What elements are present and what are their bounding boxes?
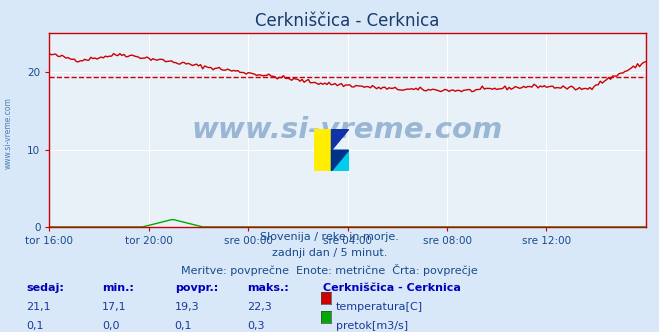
Polygon shape bbox=[331, 129, 349, 150]
Text: 0,3: 0,3 bbox=[247, 321, 265, 331]
Text: maks.:: maks.: bbox=[247, 283, 289, 293]
Text: zadnji dan / 5 minut.: zadnji dan / 5 minut. bbox=[272, 248, 387, 258]
Title: Cerkniščica - Cerknica: Cerkniščica - Cerknica bbox=[256, 12, 440, 30]
Text: temperatura[C]: temperatura[C] bbox=[336, 302, 423, 312]
Text: pretok[m3/s]: pretok[m3/s] bbox=[336, 321, 408, 331]
Text: Meritve: povprečne  Enote: metrične  Črta: povprečje: Meritve: povprečne Enote: metrične Črta:… bbox=[181, 264, 478, 276]
Text: 0,0: 0,0 bbox=[102, 321, 120, 331]
Text: 17,1: 17,1 bbox=[102, 302, 127, 312]
Text: 0,1: 0,1 bbox=[175, 321, 192, 331]
Text: min.:: min.: bbox=[102, 283, 134, 293]
Text: povpr.:: povpr.: bbox=[175, 283, 218, 293]
Bar bbox=[314, 129, 331, 171]
Text: 21,1: 21,1 bbox=[26, 302, 51, 312]
Polygon shape bbox=[331, 150, 349, 171]
Text: 22,3: 22,3 bbox=[247, 302, 272, 312]
Text: www.si-vreme.com: www.si-vreme.com bbox=[3, 97, 13, 169]
Text: sedaj:: sedaj: bbox=[26, 283, 64, 293]
Text: Slovenija / reke in morje.: Slovenija / reke in morje. bbox=[260, 232, 399, 242]
Text: Cerkniščica - Cerknica: Cerkniščica - Cerknica bbox=[323, 283, 461, 293]
Text: www.si-vreme.com: www.si-vreme.com bbox=[192, 116, 503, 144]
Text: 19,3: 19,3 bbox=[175, 302, 199, 312]
Polygon shape bbox=[331, 150, 349, 171]
Text: 0,1: 0,1 bbox=[26, 321, 44, 331]
